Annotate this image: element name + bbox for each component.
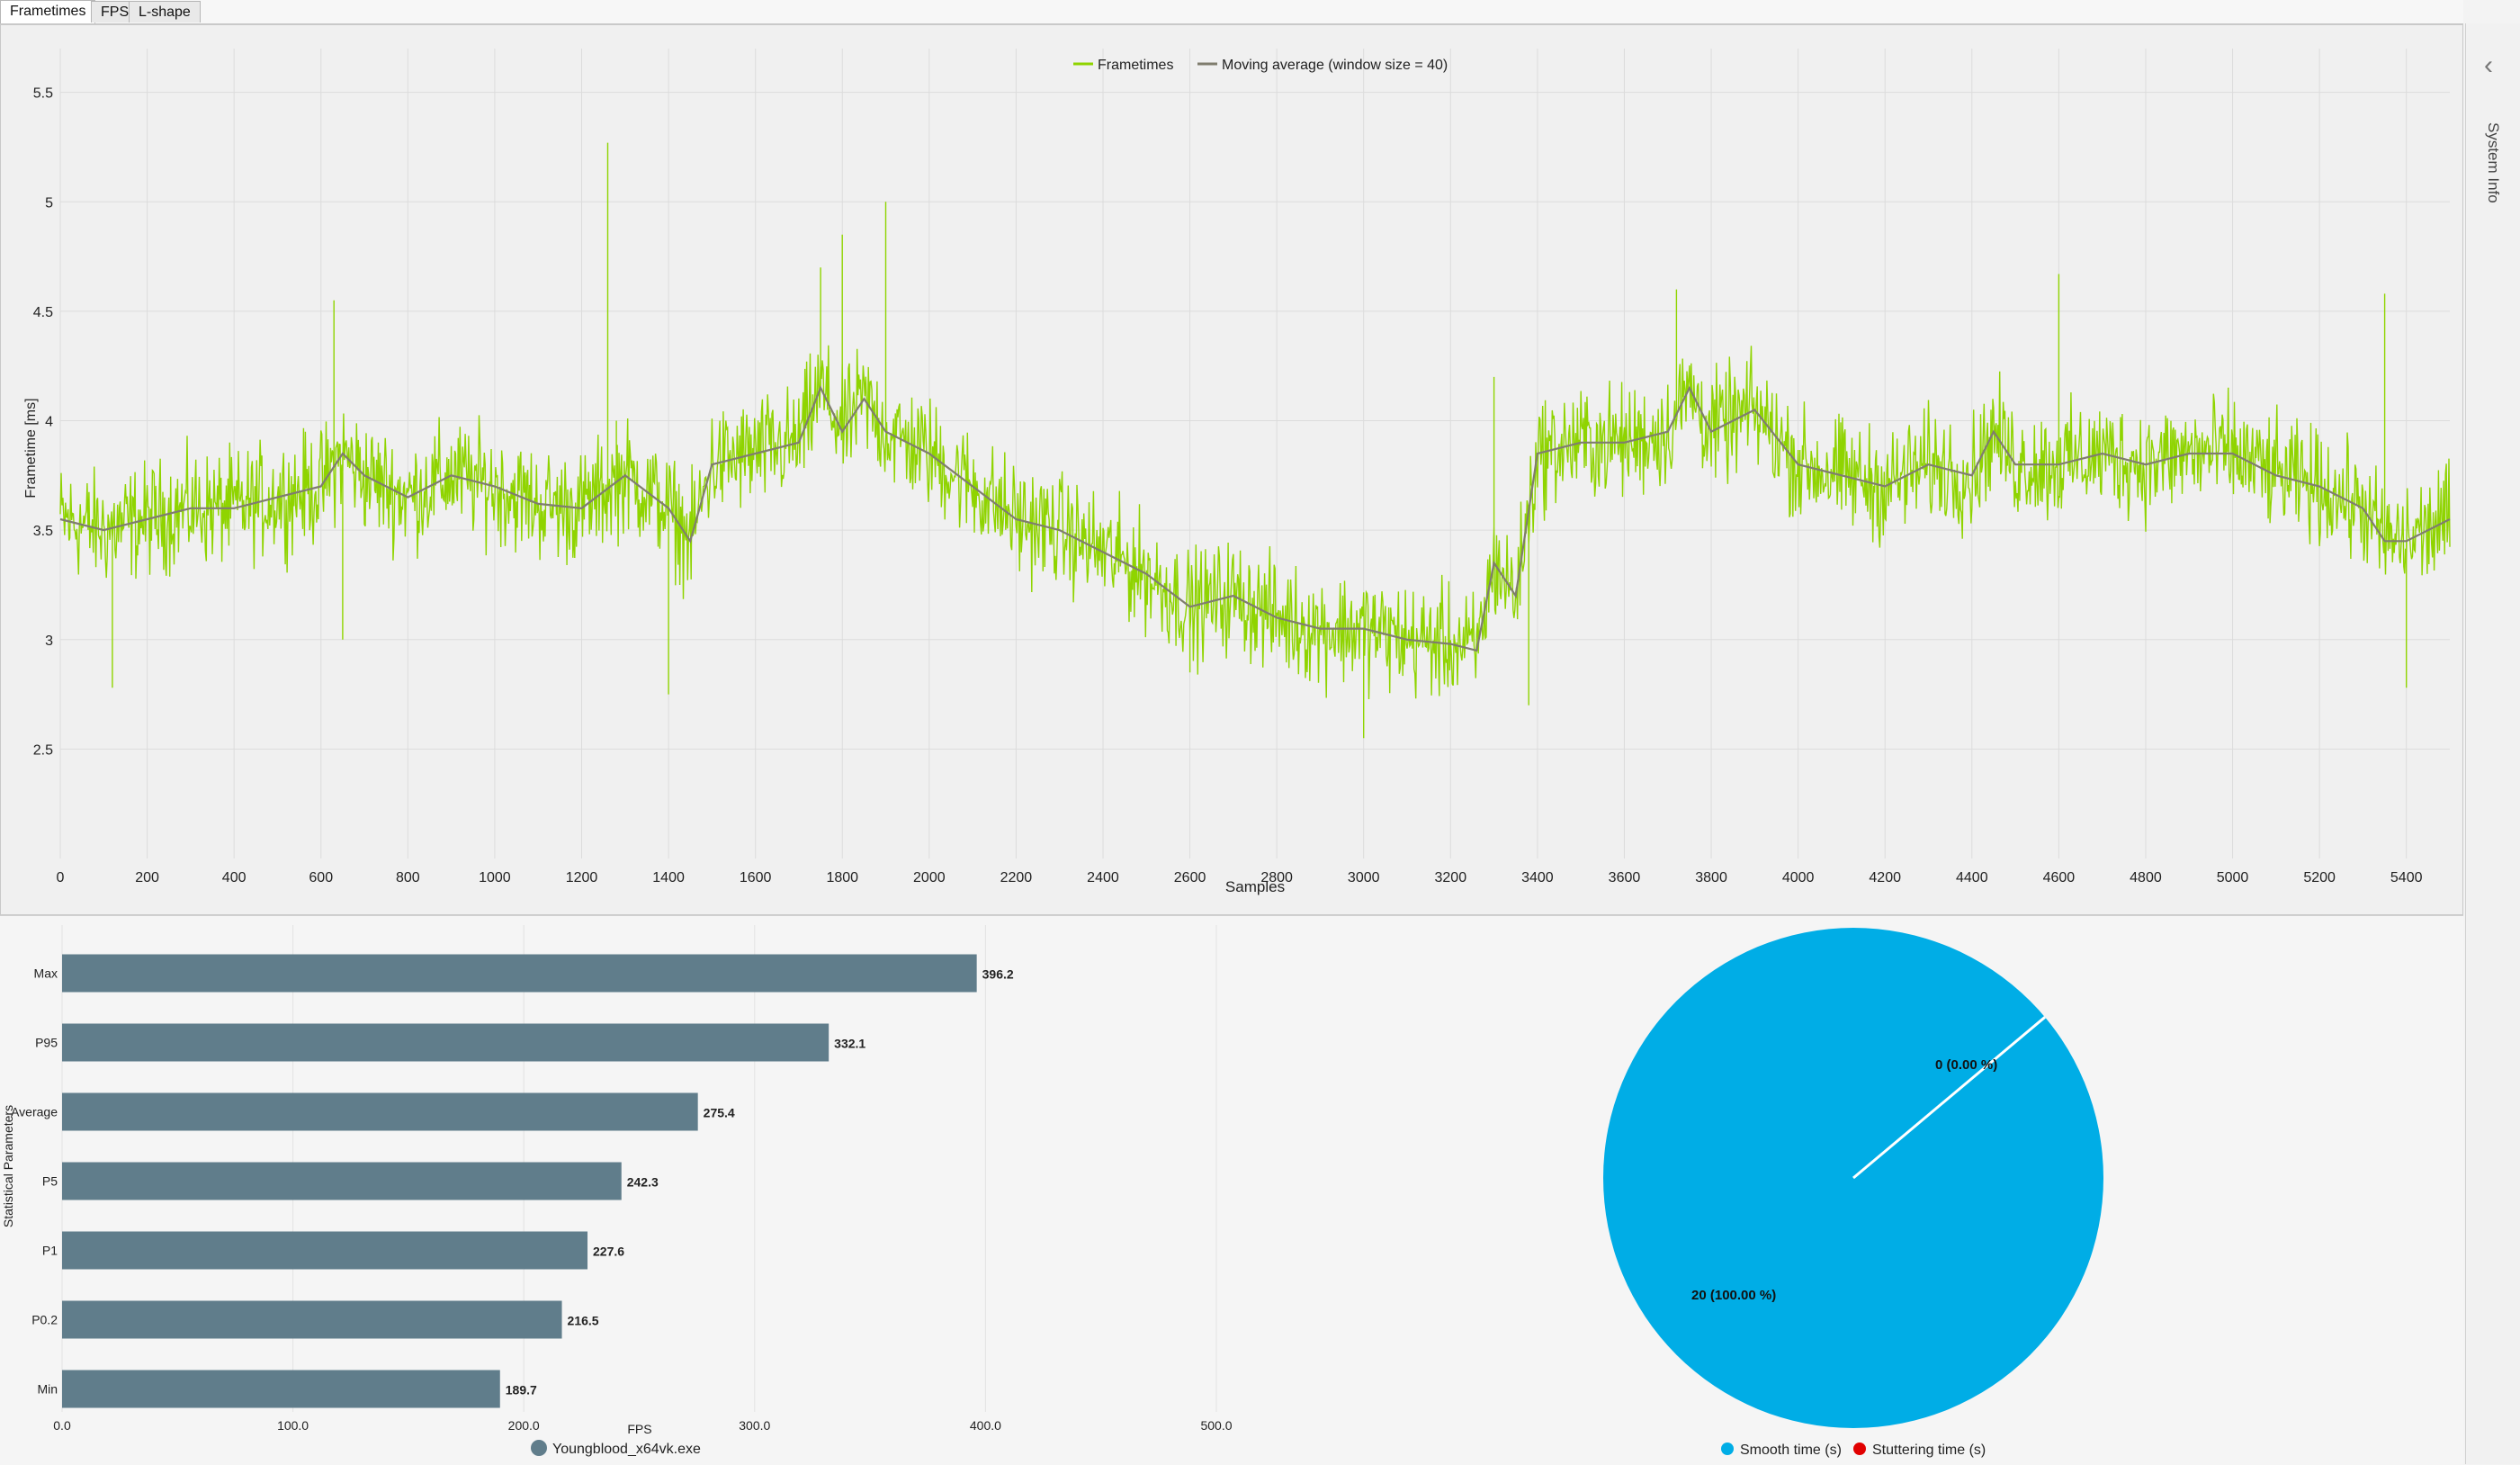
system-info-sidebar[interactable]: ‹ System Info: [2465, 23, 2520, 1464]
bar-max: [62, 954, 977, 993]
bar-x-tick-label: 300.0: [739, 1418, 770, 1433]
bar-category-label: P5: [42, 1174, 58, 1189]
pie-legend-stutter-swatch: [1853, 1443, 1866, 1455]
chevron-left-icon[interactable]: ‹: [2484, 50, 2493, 80]
bar-value-label: 396.2: [982, 967, 1014, 982]
pie-label-smooth: 20 (100.00 %): [1691, 1288, 1776, 1303]
legend-moving-average-label: Moving average (window size = 40): [1222, 58, 1448, 73]
x-tick-label: 3400: [1521, 870, 1554, 885]
bar-category-label: Average: [11, 1105, 58, 1119]
x-tick-label: 3600: [1609, 870, 1641, 885]
y-tick-label: 5: [45, 195, 53, 211]
x-tick-label: 800: [396, 870, 420, 885]
x-tick-label: 1600: [740, 870, 772, 885]
bar-x-tick-label: 100.0: [277, 1418, 309, 1433]
bar-p95: [62, 1023, 830, 1062]
statistics-panel: 0.0 100.0 200.0 300.0 400.0 500.0 Max 396.2 P95 3…: [0, 915, 2463, 1465]
x-tick-label: 4400: [1956, 870, 1988, 885]
x-tick-label: 1200: [566, 870, 598, 885]
x-tick-label: 3200: [1435, 870, 1467, 885]
x-tick-label: 0: [57, 870, 65, 885]
y-tick-label: 4.5: [33, 305, 53, 320]
x-tick-label: 1400: [652, 870, 685, 885]
bar-category-label: P95: [35, 1036, 58, 1050]
bar-x-tick-label: 400.0: [970, 1418, 1001, 1433]
x-axis-label: Samples: [1225, 878, 1285, 895]
bar-min: [62, 1370, 500, 1408]
y-tick-label: 3.5: [33, 524, 53, 539]
frametime-chart-panel: 0 200 400 600 800 1000 1200 1400 1600 1800 2000 220…: [0, 24, 2463, 915]
x-tick-label: 5400: [2390, 870, 2423, 885]
tab-frametimes[interactable]: Frametimes: [0, 0, 96, 23]
bar-x-tick-label: 200.0: [508, 1418, 540, 1433]
y-tick-label: 5.5: [33, 86, 53, 102]
x-tick-label: 5000: [2217, 870, 2249, 885]
bar-value-label: 216.5: [568, 1314, 599, 1328]
x-tick-label: 3000: [1348, 870, 1380, 885]
x-tick-label: 2200: [1000, 870, 1033, 885]
x-tick-label: 4600: [2043, 870, 2076, 885]
bar-category-label: P1: [42, 1244, 58, 1258]
x-tick-label: 3800: [1695, 870, 1727, 885]
pie-legend-stutter-label: Stuttering time (s): [1872, 1443, 1986, 1458]
x-tick-label: 2600: [1174, 870, 1206, 885]
bar-category-label: P0.2: [31, 1313, 58, 1327]
pie-slice-stutter: [1852, 1016, 2046, 1180]
frametime-chart: 0 200 400 600 800 1000 1200 1400 1600 1800 2000 220…: [23, 49, 2451, 895]
pie-label-stutter: 0 (0.00 %): [1935, 1057, 1997, 1073]
x-tick-label: 2400: [1087, 870, 1119, 885]
y-tick-label: 2.5: [33, 742, 53, 758]
bar-p0-2: [62, 1300, 562, 1339]
frametimes-series-line: [59, 142, 2451, 739]
bar-value-label: 332.1: [834, 1037, 865, 1051]
x-tick-label: 5200: [2303, 870, 2336, 885]
bar-x-tick-label: 0.0: [53, 1418, 71, 1433]
pie-legend-smooth-swatch: [1721, 1443, 1734, 1455]
y-tick-label: 4: [45, 415, 53, 430]
tab-l-shape[interactable]: L-shape: [129, 1, 201, 22]
x-tick-label: 2000: [913, 870, 946, 885]
bar-x-axis-label: FPS: [627, 1422, 651, 1436]
x-tick-label: 2800: [1260, 870, 1293, 885]
x-tick-label: 1800: [826, 870, 858, 885]
x-tick-label: 600: [309, 870, 333, 885]
bar-average: [62, 1092, 698, 1131]
legend-frametimes-label: Frametimes: [1098, 58, 1173, 73]
y-tick-label: 3: [45, 634, 53, 649]
bar-value-label: 227.6: [593, 1245, 624, 1259]
bar-x-tick-label: 500.0: [1200, 1418, 1232, 1433]
x-tick-label: 4000: [1782, 870, 1815, 885]
y-axis-label: Frametime [ms]: [23, 398, 39, 498]
x-tick-label: 1000: [479, 870, 511, 885]
x-tick-label: 400: [222, 870, 247, 885]
bar-p5: [62, 1162, 622, 1200]
bar-p1: [62, 1231, 588, 1270]
x-tick-label: 200: [135, 870, 159, 885]
bar-y-axis-label: Statistical Parameters: [1, 1105, 15, 1227]
bar-legend-swatch: [531, 1440, 547, 1456]
bar-value-label: 189.7: [506, 1383, 537, 1398]
tab-bar: Frametimes FPS L-shape: [0, 0, 2463, 24]
bar-category-label: Max: [34, 966, 58, 981]
bar-value-label: 242.3: [627, 1175, 659, 1190]
x-tick-label: 4200: [1869, 870, 1901, 885]
pie-legend-smooth-label: Smooth time (s): [1740, 1443, 1842, 1458]
bar-value-label: 275.4: [704, 1106, 735, 1120]
moving-average-series-line: [59, 385, 2451, 652]
fps-bar-chart: 0.0 100.0 200.0 300.0 400.0 500.0 Max 396.2 P95 3…: [1, 925, 1233, 1457]
bar-legend-label: Youngblood_x64vk.exe: [552, 1442, 701, 1457]
x-tick-label: 4800: [2130, 870, 2162, 885]
stutter-pie-chart: 20 (100.00 %) 0 (0.00 %) Smooth time (s)…: [1603, 928, 2103, 1458]
system-info-label[interactable]: System Info: [2485, 122, 2502, 203]
bar-category-label: Min: [37, 1382, 58, 1397]
